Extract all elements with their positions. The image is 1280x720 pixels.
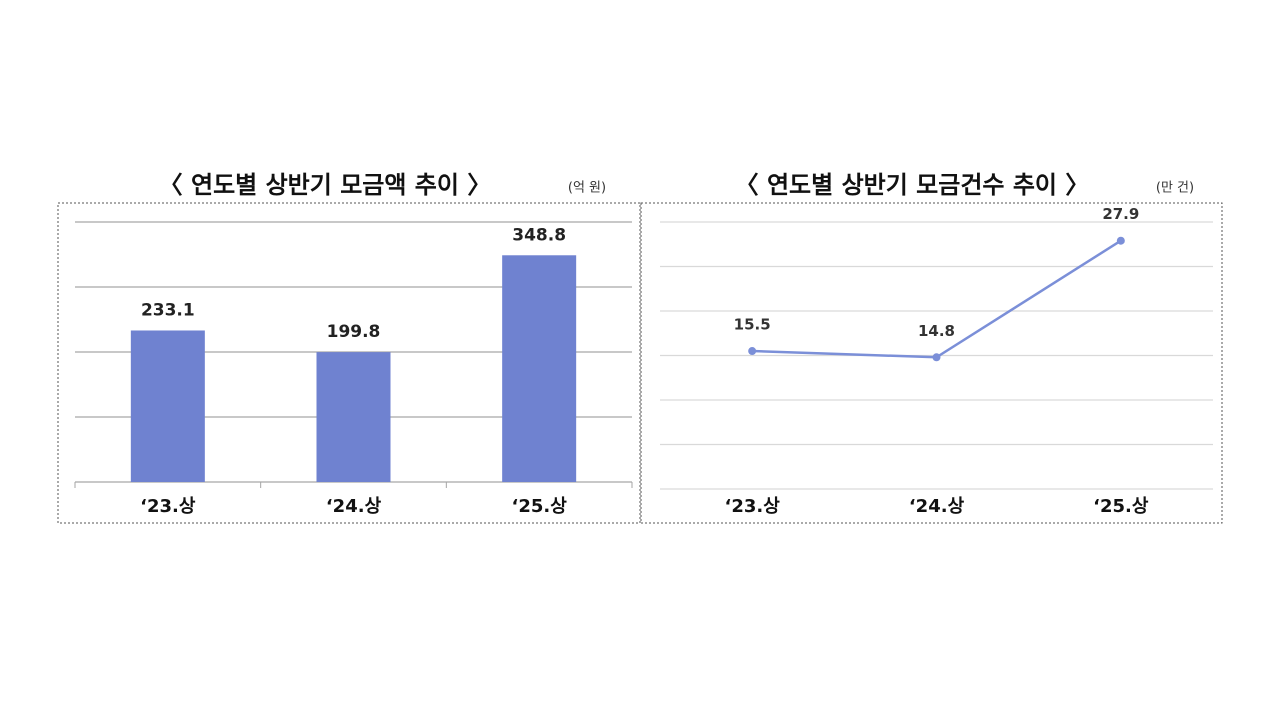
bar (316, 352, 391, 482)
point (748, 347, 757, 356)
data-label: 27.9 (1102, 205, 1139, 223)
line (752, 239, 1122, 359)
data-label: 233.1 (141, 300, 195, 320)
point (932, 353, 941, 362)
x-tick-label: ‘25.상 (512, 496, 568, 517)
data-label: 199.8 (327, 322, 381, 342)
chart-unit: (억 원) (568, 181, 606, 196)
data-label: 15.5 (734, 316, 771, 334)
chart-title: 〈 연도별 상반기 모금건수 추이 〉 (735, 171, 1090, 199)
x-tick-label: ‘23.상 (140, 496, 196, 517)
bar (130, 330, 205, 482)
x-tick-label: ‘24.상 (909, 496, 965, 517)
chart-frame (57, 202, 641, 524)
chart-frame (640, 202, 1223, 524)
data-label: 14.8 (918, 322, 955, 340)
x-tick-label: ‘24.상 (326, 496, 382, 517)
x-tick-label: ‘25.상 (1093, 496, 1149, 517)
bar (502, 255, 577, 482)
point (1116, 236, 1125, 245)
chart-unit: (만 건) (1156, 181, 1194, 196)
x-tick-label: ‘23.상 (725, 496, 781, 517)
chart-title: 〈 연도별 상반기 모금액 추이 〉 (159, 171, 492, 199)
data-label: 348.8 (512, 225, 566, 245)
